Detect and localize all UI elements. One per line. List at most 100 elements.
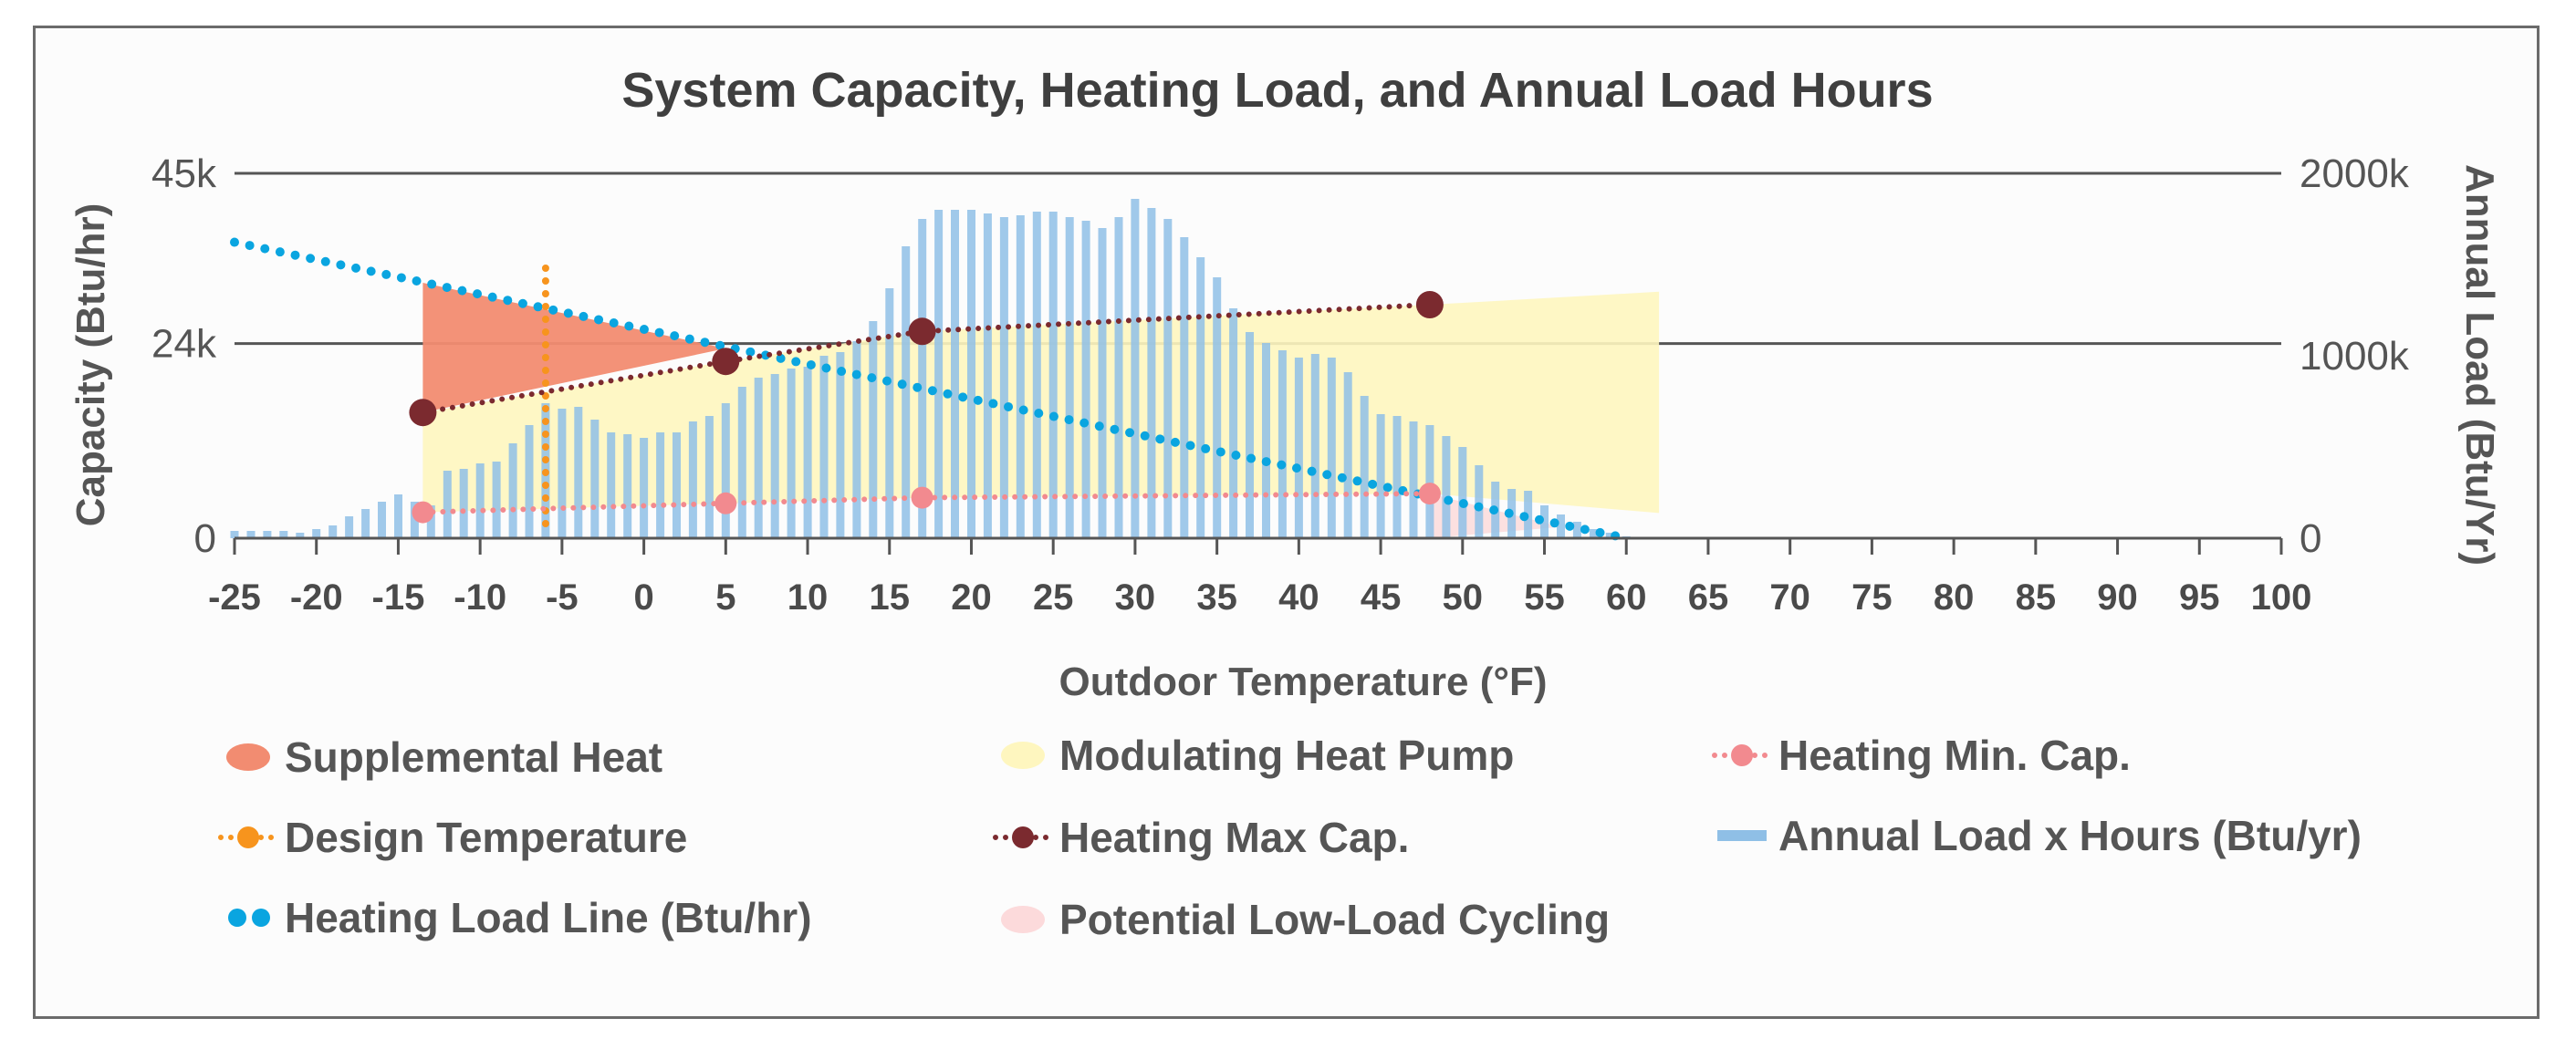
load-bar [1310,354,1319,538]
x-tick-label: 30 [1115,577,1156,618]
legend-label-potential-low-load-cycling: Potential Low-Load Cycling [1059,896,1610,943]
load-bar [1032,212,1041,538]
load-bar [754,378,763,538]
load-bar [246,531,256,538]
load-bar [869,321,878,538]
load-bar [1114,217,1123,538]
heating-max-cap--point [712,348,740,376]
x-tick-label: 50 [1443,577,1484,618]
load-bar [1048,212,1058,538]
y-axis-left-title: Capacity (Btu/hr) [68,203,113,526]
load-bar [492,462,501,538]
load-bar [1458,447,1467,538]
load-bar [279,531,288,538]
load-bar [902,246,911,538]
load-bar [443,471,452,538]
load-bar [737,387,746,538]
heating-min-cap--point [911,486,933,509]
load-bar [1294,358,1303,538]
legend-swatch-heating-load-line-btu-hr- [252,909,270,927]
load-bar [656,432,665,538]
legend-swatch-heating-load-line-btu-hr- [228,909,246,927]
x-tick-label: 15 [870,577,911,618]
load-bar [918,219,927,538]
x-tick-label: -15 [372,577,425,618]
load-bar [1131,199,1140,538]
load-bar [1081,221,1090,538]
x-tick-label: 35 [1196,577,1237,618]
load-bar [1540,505,1549,538]
legend-marker-heating-min-cap- [1731,744,1753,766]
load-bar [885,288,894,538]
load-bar [852,341,861,538]
load-bar [1425,425,1434,538]
legend-label-design-temperature: Design Temperature [285,814,687,861]
legend-marker-design-temperature [237,826,259,848]
heating-load-line [230,237,1632,543]
load-bar [607,432,616,538]
load-bar [1229,308,1238,538]
load-bar [704,416,714,538]
legend: Supplemental Heat Modulating Heat Pump Hea… [218,732,2362,943]
load-bar [1016,215,1025,538]
load-bar [1147,208,1156,538]
load-bar [426,505,435,538]
x-tick-label: 20 [951,577,992,618]
load-bar [1098,228,1107,538]
y-axis-right-title: Annual Load (Btu/Yr) [2457,164,2502,566]
series-lines [230,237,1632,543]
y-right-tick-label: 0 [2300,516,2321,561]
x-tick-label: 60 [1606,577,1647,618]
load-bar [1557,514,1565,538]
y-left-tick-label: 45k [151,151,217,196]
heating-min-cap--line [420,491,1433,515]
load-bar [558,409,567,538]
legend-label-modulating-heat-pump: Modulating Heat Pump [1059,732,1514,779]
y-right-tick-label: 1000k [2300,334,2410,379]
load-bar [1262,343,1270,538]
load-bar [623,434,632,538]
x-tick-label: -25 [208,577,261,618]
load-bar [312,529,321,538]
load-bar [1196,257,1205,538]
load-bar [1605,533,1614,538]
x-tick-label: 55 [1524,577,1565,618]
load-bar [934,210,944,538]
legend-swatch-supplemental-heat [226,743,270,771]
x-tick-label: 100 [2251,577,2312,618]
x-tick-label: 45 [1361,577,1402,618]
load-bar [770,374,779,538]
load-bar [787,369,796,538]
x-tick-label: 75 [1851,577,1893,618]
x-tick-label: 40 [1278,577,1319,618]
load-bar [394,494,402,538]
load-bar [361,509,370,538]
legend-swatch-modulating-heat-pump [1001,742,1045,769]
load-bar [1572,522,1581,538]
load-bar [803,367,812,538]
load-bar [1246,332,1254,538]
load-bar [1327,358,1336,538]
heating-min-cap--point [714,492,737,514]
load-bar [673,432,681,538]
load-bar [410,502,419,538]
load-bar [475,463,485,538]
load-bar [1065,217,1074,538]
load-bar [951,210,959,538]
load-bar [459,469,468,538]
x-tick-label: 25 [1033,577,1074,618]
heating-max-cap--point [409,399,437,427]
load-bar [983,213,992,538]
load-bar [1180,237,1189,538]
load-bar [296,533,305,538]
x-tick-label: 65 [1688,577,1729,618]
x-tick-label: 85 [2016,577,2057,618]
heating-max-cap--point [908,317,936,346]
load-bar [378,502,386,538]
load-bar [1360,396,1369,538]
legend-swatch-annual-load-x-hours-btu-yr- [1717,830,1767,841]
legend-marker-heating-max-cap- [1012,826,1034,848]
x-tick-label: 90 [2097,577,2138,618]
x-axis: -25 -20 -15 -10 -5 0 5 10 15 20 25 30 35 40 45 50 55 60 65… [208,536,2312,618]
load-bar [1163,219,1173,538]
